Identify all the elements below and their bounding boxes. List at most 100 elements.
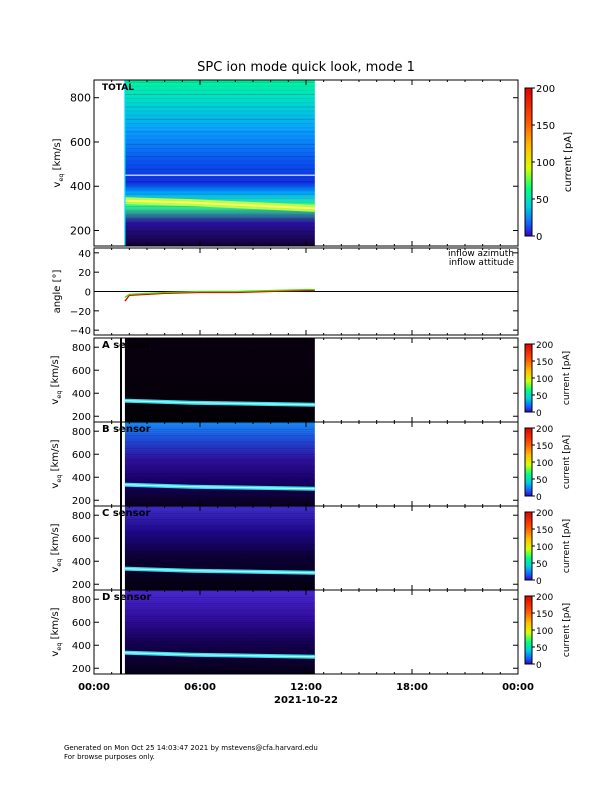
y-tick-label: 600 (72, 534, 91, 545)
colorbar-tick-label: 150 (536, 610, 553, 620)
colorbar-tick-label: 0 (536, 232, 542, 243)
colorbar-tick-label: 150 (536, 358, 553, 368)
colorbar-tick-label: 150 (536, 526, 553, 536)
data-gap-marker (120, 590, 122, 674)
colorbar-label: current [pA] (562, 519, 572, 573)
colorbar (524, 511, 533, 581)
time-tick-label: 12:00 (290, 682, 322, 693)
time-tick-label: 18:00 (396, 682, 428, 693)
y-tick-label: 800 (72, 427, 91, 438)
time-tick-label: 00:00 (502, 682, 534, 693)
colorbar-label: current [pA] (563, 132, 574, 192)
panel-4: C sensor 200 400 600 800 veq [km/s] 0 50 100 150 2… (50, 505, 572, 591)
colorbar (524, 87, 533, 237)
colorbar-tick-label: 0 (536, 577, 542, 587)
colorbar-label: current [pA] (562, 603, 572, 657)
panel-title: TOTAL (102, 83, 134, 93)
colorbar-tick-label: 50 (536, 644, 548, 654)
y-tick-label: 200 (72, 580, 91, 591)
colorbar-tick-label: 150 (536, 121, 555, 132)
colorbar-tick-label: 0 (536, 661, 542, 671)
footer-generated: Generated on Mon Oct 25 14:03:47 2021 by… (64, 744, 318, 752)
footer: Generated on Mon Oct 25 14:03:47 2021 by… (64, 744, 318, 762)
y-tick-label: 800 (72, 511, 91, 522)
y-tick-label: 600 (72, 618, 91, 629)
date-label: 2021-10-22 (274, 695, 338, 706)
legend-entry: inflow azimuth (448, 249, 514, 259)
colorbar-tick-label: 50 (536, 392, 548, 402)
colorbar (524, 595, 533, 665)
colorbar-tick-label: 200 (536, 84, 555, 95)
spectrogram (124, 506, 315, 590)
y-tick-label: 400 (72, 473, 91, 484)
colorbar (524, 343, 533, 413)
panel-5: D sensor 200 400 600 800 veq [km/s] 0 50 100 150 2… (50, 589, 572, 675)
peak-speed-core (124, 484, 315, 490)
y-tick-label: −20 (70, 307, 91, 318)
y-tick-label: 0 (85, 288, 91, 299)
y-axis-label: veq [km/s] (52, 138, 65, 187)
y-tick-label: 400 (72, 389, 91, 400)
y-tick-label: 400 (72, 557, 91, 568)
colorbar-tick-label: 0 (536, 409, 542, 419)
colorbar-tick-label: 0 (536, 493, 542, 503)
colorbar-tick-label: 100 (536, 158, 555, 169)
y-tick-label: 600 (72, 450, 91, 461)
spectrogram (124, 80, 315, 246)
footer-disclaimer: For browse purposes only. (64, 753, 155, 761)
panel-title: A sensor (102, 340, 151, 351)
colorbar-tick-label: 50 (536, 476, 548, 486)
colorbar-tick-label: 100 (536, 543, 553, 553)
y-tick-label: 400 (70, 180, 91, 193)
y-tick-label: 200 (72, 664, 91, 675)
y-tick-label: 20 (78, 268, 91, 279)
y-tick-label: 800 (72, 595, 91, 606)
colorbar (524, 427, 533, 497)
spectrogram (124, 422, 315, 506)
colorbar-tick-label: 150 (536, 442, 553, 452)
figure-title: SPC ion mode quick look, mode 1 (197, 60, 415, 75)
colorbar-tick-label: 200 (536, 425, 553, 435)
y-tick-label: 200 (72, 412, 91, 423)
y-tick-label: −40 (70, 326, 91, 337)
y-tick-label: 40 (78, 249, 91, 260)
y-tick-label: 800 (70, 92, 91, 105)
spectrogram (124, 590, 315, 674)
y-axis-label: veq [km/s] (50, 523, 63, 572)
peak-speed-core (124, 652, 315, 658)
y-axis-label: veq [km/s] (50, 439, 63, 488)
colorbar-tick-label: 200 (536, 509, 553, 519)
panel-0: TOTAL 200 400 600 800 veq [km/s] 0 50 100 150 200 c… (52, 79, 574, 247)
y-tick-label: 600 (70, 136, 91, 149)
data-gap-marker (120, 506, 122, 590)
colorbar-tick-label: 100 (536, 375, 553, 385)
y-axis-label: veq [km/s] (50, 355, 63, 404)
y-tick-label: 200 (72, 496, 91, 507)
colorbar-tick-label: 50 (536, 560, 548, 570)
colorbar-tick-label: 100 (536, 459, 553, 469)
data-gap-marker (120, 422, 122, 506)
spectrogram (124, 338, 315, 422)
peak-speed-core (124, 568, 315, 574)
time-axis: 00:00 06:00 12:00 18:00 00:00 2021-10-22 (78, 682, 534, 706)
peak-speed-core (124, 199, 315, 210)
colorbar-tick-label: 100 (536, 627, 553, 637)
y-tick-label: 400 (72, 641, 91, 652)
time-tick-label: 00:00 (78, 682, 110, 693)
panel-2: A sensor 200 400 600 800 veq [km/s] 0 50 100 150 2… (50, 337, 572, 423)
colorbar-label: current [pA] (562, 435, 572, 489)
y-axis-label: angle [°] (52, 270, 63, 314)
colorbar-tick-label: 200 (536, 341, 553, 351)
legend-entry: inflow attitude (449, 258, 515, 268)
y-axis-label: veq [km/s] (50, 607, 63, 656)
panel-title: D sensor (102, 592, 151, 603)
colorbar-label: current [pA] (562, 351, 572, 405)
y-tick-label: 800 (72, 343, 91, 354)
colorbar-tick-label: 200 (536, 593, 553, 603)
peak-speed-core (124, 400, 315, 406)
panel-title: B sensor (102, 424, 151, 435)
panel-3: B sensor 200 400 600 800 veq [km/s] 0 50 100 150 2… (50, 421, 572, 507)
